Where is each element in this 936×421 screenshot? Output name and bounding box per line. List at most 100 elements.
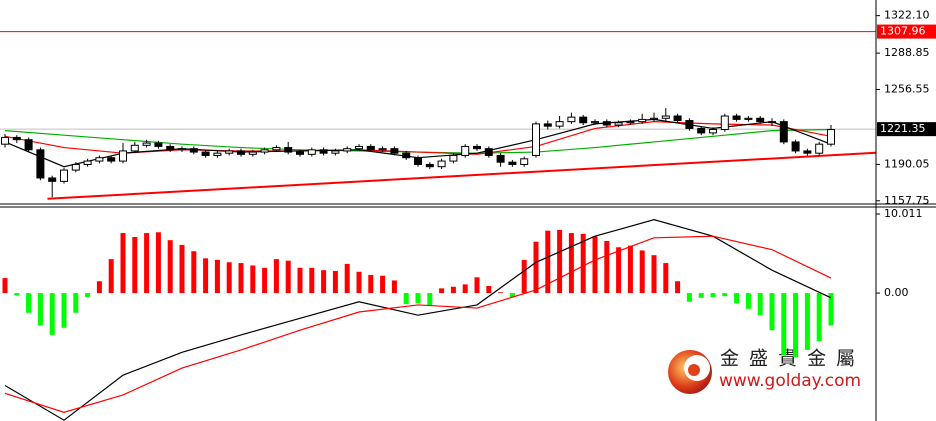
histogram-bar [734,293,740,304]
histogram-bar [297,267,303,294]
histogram-bar [285,260,291,294]
candle-body [60,169,68,182]
histogram-bar [663,263,669,294]
candle-body [638,118,647,123]
y-tick-label: 1190.05 [884,157,930,170]
candle-body [520,158,529,165]
candle-body [508,161,517,165]
histogram-bar [2,278,8,294]
histogram-bar [415,293,421,304]
candle-body [626,121,635,124]
price-label-bg [877,122,936,137]
histogram-bar [474,277,480,294]
candle-body [732,115,741,120]
histogram-bar [568,233,574,294]
histogram-bar [61,293,67,328]
watermark-title: 金 盛 貴 金 屬 [720,348,857,370]
candle-body [36,149,45,179]
candle-body [119,150,127,162]
candle-body [768,121,776,124]
candle-body [260,149,269,153]
candle-body [201,151,210,156]
histogram-bar [450,286,456,294]
histogram-bar [639,250,645,294]
histogram-bar [332,270,338,294]
histogram-bar [262,267,268,294]
histogram-bar [439,288,445,294]
histogram-bar [757,293,763,316]
histogram-bar [521,259,527,294]
candle-body [142,142,151,146]
y-tick-label: 10.011 [884,207,923,220]
candle-body [744,117,753,120]
candle-body [248,151,257,155]
histogram-bar [26,293,32,313]
histogram-bar [73,293,79,313]
histogram-bar [155,232,161,294]
histogram-bar [309,267,315,294]
candle-body [555,121,564,127]
histogram-bar [344,263,350,294]
candle-body [791,141,800,152]
histogram-bar [132,237,138,294]
histogram-bar [356,271,362,294]
candle-body [225,150,234,154]
candle-body [661,115,670,119]
candle-body [803,150,812,154]
histogram-bar [804,293,810,350]
candle-body [178,148,186,151]
price-label-bg [877,24,936,39]
histogram-bar [226,262,232,294]
candle-body [130,144,139,152]
candle-body [579,116,588,124]
candle-body [685,120,694,129]
candle-body [484,148,493,156]
histogram-bar [557,229,563,294]
candle-body [496,154,505,163]
y-tick-label: 1256.55 [884,82,930,95]
candle-body [437,160,446,168]
histogram-bar [793,293,799,358]
candle-body [307,149,316,155]
histogram-bar [462,284,468,294]
histogram-bar [214,259,220,294]
candle-body [461,145,470,156]
histogram-bar [604,240,610,294]
histogram-bar [37,293,43,326]
candle-body [697,127,706,134]
candle-body [296,151,304,155]
histogram-bar [85,293,91,298]
histogram-bar [781,293,787,356]
candle-body [756,117,765,123]
histogram-bar [96,281,102,294]
histogram-bar [120,233,126,294]
candle-body [107,157,116,162]
candle-body [83,160,92,165]
candle-body [319,149,328,154]
candle-body [71,163,80,171]
histogram-bar [745,293,751,309]
histogram-bar [14,293,20,296]
histogram-bar [250,265,256,294]
histogram-bar [498,292,504,294]
histogram-bar [592,236,598,294]
trendline [47,151,876,200]
histogram-bar [238,263,244,294]
histogram-bar [368,274,374,294]
candle-body [602,121,611,126]
candle-body [343,148,352,152]
histogram-bar [816,293,822,342]
histogram-bar [179,244,185,294]
histogram-bar [403,293,409,305]
histogram-bar [651,255,657,294]
candle-body [614,122,623,126]
histogram-bar [627,245,633,294]
indicator-line [4,219,832,421]
candle-body [815,143,824,154]
histogram-bar [321,270,327,294]
y-tick-label: 1322.10 [884,9,930,22]
y-tick-label: 1157.75 [884,194,930,207]
histogram-bar [273,259,279,294]
histogram-bar [203,258,209,294]
